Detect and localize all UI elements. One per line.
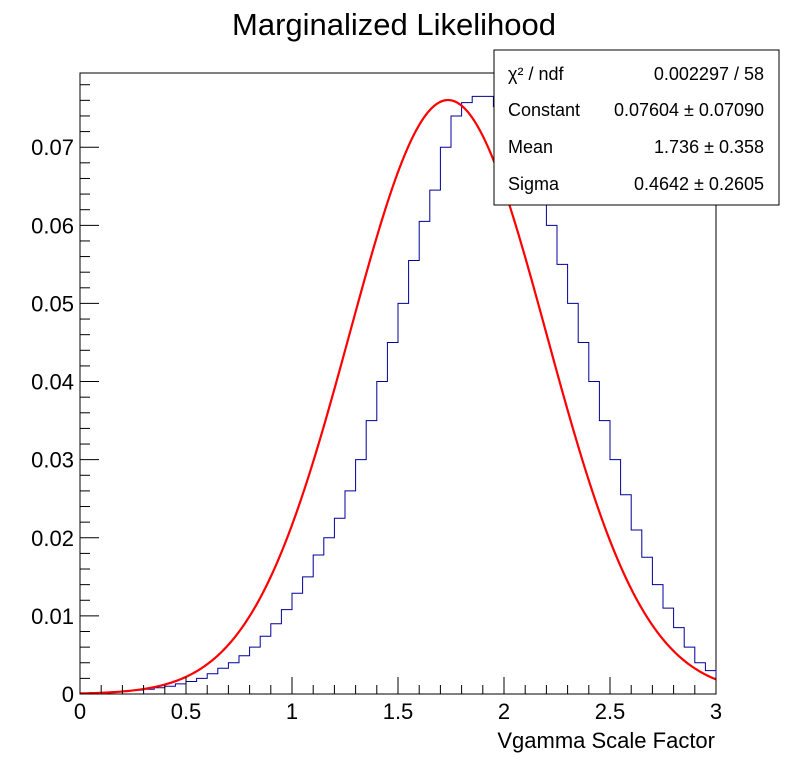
x-tick-label: 1.5 xyxy=(383,699,414,724)
x-tick-label: 0.5 xyxy=(171,699,202,724)
stats-value-sigma: 0.4642 ± 0.2605 xyxy=(634,174,764,194)
y-tick-label: 0.05 xyxy=(31,291,74,316)
plot-area: 0 0.5 1 1.5 2 2.5 3 0 0.01 0.02 0.03 0.04 0.05 0.06 0.… xyxy=(31,72,722,724)
x-tick-label: 1 xyxy=(286,699,298,724)
y-tick-label: 0.04 xyxy=(31,370,74,395)
stats-label-chi2: χ² / ndf xyxy=(508,64,564,84)
x-tick-label: 2 xyxy=(498,699,510,724)
stats-box-frame xyxy=(493,49,780,206)
y-tick-label: 0.06 xyxy=(31,213,74,238)
x-tick-label: 0 xyxy=(74,699,86,724)
y-tick-label: 0.07 xyxy=(31,135,74,160)
x-axis-label: Vgamma Scale Factor xyxy=(497,728,715,753)
stats-value-chi2: 0.002297 / 58 xyxy=(654,64,764,84)
x-tick-label: 2.5 xyxy=(595,699,626,724)
stats-label-constant: Constant xyxy=(508,100,580,120)
y-tick-label: 0.03 xyxy=(31,448,74,473)
y-tick-label: 0.02 xyxy=(31,526,74,551)
x-tick-label: 3 xyxy=(710,699,722,724)
gaussian-fit-curve xyxy=(79,98,717,695)
stats-value-constant: 0.07604 ± 0.07090 xyxy=(614,100,764,120)
stats-value-mean: 1.736 ± 0.358 xyxy=(654,137,764,157)
fit-statistics-box: χ² / ndf 0.002297 / 58 Constant 0.07604 … xyxy=(493,49,780,206)
y-tick-label: 0.01 xyxy=(31,604,74,629)
y-tick-label: 0 xyxy=(62,682,74,707)
chart-title: Marginalized Likelihood xyxy=(232,7,556,42)
stats-label-sigma: Sigma xyxy=(508,174,560,194)
stats-label-mean: Mean xyxy=(508,137,553,157)
